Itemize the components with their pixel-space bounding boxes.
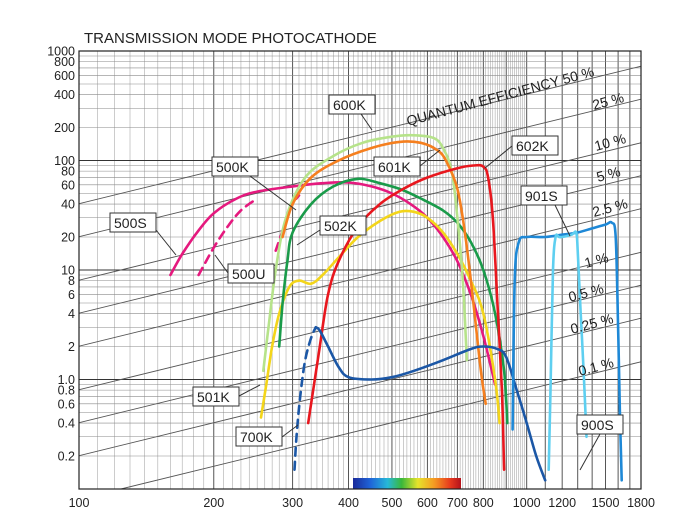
svg-text:601K: 601K	[378, 159, 411, 175]
x-tick-labels: 100 200 300 400 500 600 700 800 1000 1200 1500 1800	[69, 496, 655, 510]
x-tick-label: 700	[447, 496, 468, 510]
label-900s: 900S	[576, 414, 624, 471]
y-tick-label: 8	[68, 274, 75, 288]
curve-600k	[262, 133, 469, 373]
spectrum-bar	[353, 478, 461, 489]
svg-text:500K: 500K	[216, 159, 249, 175]
x-tick-label: 200	[203, 496, 224, 510]
curve-700k	[314, 326, 547, 482]
svg-text:600K: 600K	[333, 97, 366, 113]
svg-text:502K: 502K	[324, 218, 357, 234]
y-tick-label: 0.2	[58, 450, 75, 464]
curve-602k	[306, 163, 506, 471]
chart-title: TRANSMISSION MODE PHOTOCATHODE	[84, 30, 377, 47]
x-tick-label: 1800	[627, 496, 655, 510]
qe-line	[79, 317, 641, 457]
x-tick-label: 400	[338, 496, 359, 510]
y-tick-label: 400	[54, 88, 75, 102]
label-901s: 901S	[520, 185, 571, 237]
svg-text:602K: 602K	[516, 138, 549, 154]
label-601k: 601K	[373, 149, 441, 177]
qe-label-5: 5 %	[595, 163, 622, 185]
curve-500s	[169, 180, 497, 386]
curve-502k	[277, 177, 509, 425]
svg-text:501K: 501K	[197, 389, 230, 405]
qe-label-25: 25 %	[591, 89, 626, 113]
x-tick-label: 1500	[592, 496, 620, 510]
y-tick-label: 60	[61, 178, 75, 192]
label-502k: 502K	[296, 215, 367, 246]
qe-line	[79, 65, 641, 205]
label-501k: 501K	[192, 384, 261, 407]
y-tick-label: 80	[61, 165, 75, 179]
label-500s: 500S	[109, 212, 177, 256]
qe-line	[79, 98, 641, 238]
svg-text:500U: 500U	[232, 266, 265, 282]
y-tick-label: 600	[54, 69, 75, 83]
qe-line	[79, 251, 641, 391]
x-tick-label: 300	[282, 496, 303, 510]
curves	[169, 133, 623, 482]
x-tick-label: 800	[473, 496, 494, 510]
y-tick-label: 6	[68, 288, 75, 302]
x-tick-label: 600	[417, 496, 438, 510]
curve-500u	[197, 197, 259, 277]
plot-frame	[78, 50, 642, 490]
label-700k: 700K	[235, 424, 299, 447]
curve-700k	[293, 326, 318, 471]
y-tick-label: 20	[61, 231, 75, 245]
y-tick-label: 800	[54, 55, 75, 69]
y-tick-label: 100	[54, 154, 75, 168]
qe-line	[79, 208, 641, 347]
y-tick-label: 4	[68, 307, 75, 321]
x-tick-label: 100	[69, 496, 90, 510]
y-tick-label: 40	[61, 198, 75, 212]
svg-text:500S: 500S	[114, 215, 147, 231]
y-tick-label: 10	[61, 264, 75, 278]
label-500k: 500K	[211, 156, 297, 211]
svg-text:901S: 901S	[525, 188, 558, 204]
curve-900s	[547, 230, 588, 471]
qe-label-10: 10 %	[593, 130, 628, 154]
qe-lines	[79, 65, 641, 489]
svg-text:700K: 700K	[240, 429, 273, 445]
grid	[78, 50, 642, 490]
qe-label-1: 1 %	[583, 249, 610, 271]
qe-label-0.5: 0.5 %	[567, 280, 606, 305]
qe-line	[118, 361, 641, 489]
curve-901s	[511, 220, 623, 482]
qe-label-50: QUANTUM EFFICIENCY 50 %	[405, 63, 596, 129]
y-tick-label: 0.6	[58, 397, 75, 411]
label-600k: 600K	[328, 94, 376, 131]
y-tick-label: 0.8	[58, 384, 75, 398]
x-tick-label: 1000	[513, 496, 541, 510]
qe-line	[79, 284, 641, 424]
svg-text:900S: 900S	[581, 417, 614, 433]
qe-line	[79, 142, 641, 281]
x-tick-label: 1200	[548, 496, 576, 510]
y-tick-label: 2	[68, 340, 75, 354]
label-500u: 500U	[214, 254, 275, 284]
y-tick-labels: 1000800600400200100806040201086421.00.80…	[47, 45, 75, 464]
label-602k: 602K	[484, 135, 559, 169]
curve-601k	[281, 140, 487, 406]
y-tick-label: 200	[54, 121, 75, 135]
y-tick-label: 1.0	[58, 373, 75, 387]
x-tick-label: 500	[382, 496, 403, 510]
y-tick-label: 1000	[47, 45, 75, 59]
y-tick-label: 0.4	[58, 417, 75, 431]
